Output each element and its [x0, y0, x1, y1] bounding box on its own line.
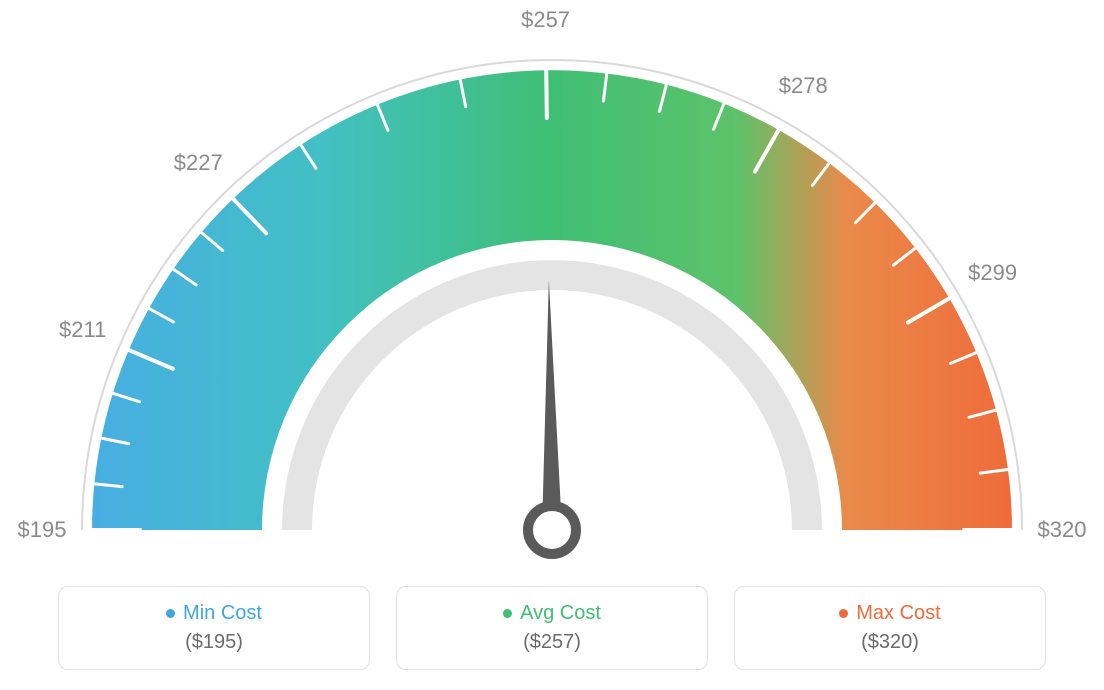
gauge-tick-label: $227: [174, 150, 223, 176]
legend-min-dot: [166, 609, 175, 618]
legend-avg-dot: [503, 609, 512, 618]
legend-max-title: Max Cost: [839, 602, 940, 625]
legend-max-value: ($320): [861, 631, 919, 654]
legend-min-title: Min Cost: [166, 602, 262, 625]
legend-max-label: Max Cost: [856, 602, 940, 625]
gauge-tick-label: $278: [779, 73, 828, 99]
gauge-tick-label: $320: [1038, 517, 1087, 543]
gauge-svg: [0, 0, 1104, 570]
legend-min-value: ($195): [185, 631, 243, 654]
legend-avg-label: Avg Cost: [520, 602, 601, 625]
gauge-tick-label: $195: [18, 517, 67, 543]
legend-avg-value: ($257): [523, 631, 581, 654]
gauge-tick-label: $257: [521, 7, 570, 33]
legend-min-box: Min Cost ($195): [58, 586, 370, 670]
legend-max-box: Max Cost ($320): [734, 586, 1046, 670]
cost-gauge-widget: $195 $211 $227 $257 $278 $299 $320 Min Cost ($…: [0, 0, 1104, 690]
legend-avg-box: Avg Cost ($257): [396, 586, 708, 670]
legend-min-label: Min Cost: [183, 602, 262, 625]
legend-row: Min Cost ($195) Avg Cost ($257) Max Cost…: [0, 586, 1104, 670]
gauge-tick-label: $299: [968, 260, 1017, 286]
legend-avg-title: Avg Cost: [503, 602, 601, 625]
gauge-chart: $195 $211 $227 $257 $278 $299 $320: [0, 0, 1104, 570]
gauge-tick-label: $211: [59, 317, 106, 343]
legend-max-dot: [839, 609, 848, 618]
